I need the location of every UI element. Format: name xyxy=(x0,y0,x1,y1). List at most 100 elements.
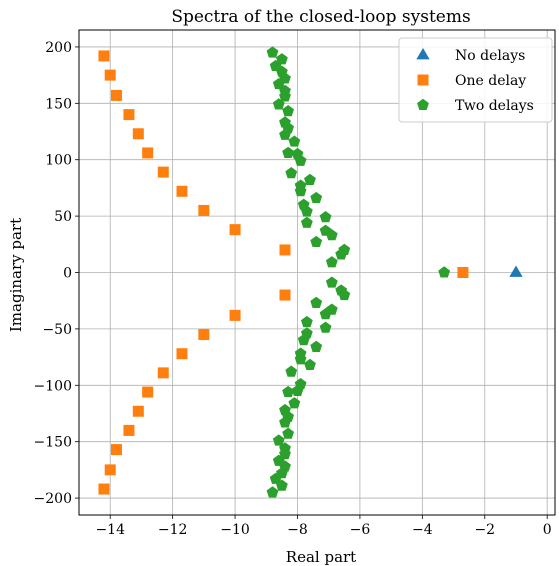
series-pentagon xyxy=(266,46,451,498)
x-tick-label: −10 xyxy=(220,522,250,538)
data-point-pentagon xyxy=(297,333,310,346)
y-tick-label: −200 xyxy=(34,491,72,507)
data-point-pentagon xyxy=(279,116,291,128)
x-tick-label: −14 xyxy=(95,522,125,538)
data-point-pentagon xyxy=(310,340,323,352)
data-point-pentagon xyxy=(294,179,307,191)
y-tick-label: 100 xyxy=(45,153,72,169)
series-layer xyxy=(98,46,523,498)
x-axis-label: Real part xyxy=(286,548,356,566)
y-tick-label: 50 xyxy=(54,209,72,225)
data-point-pentagon xyxy=(294,353,307,365)
legend-box xyxy=(398,37,553,123)
data-point-pentagon xyxy=(272,434,285,446)
data-point-pentagon xyxy=(272,98,285,110)
data-point-pentagon xyxy=(282,427,295,439)
data-point-triangle xyxy=(509,265,523,277)
data-point-square xyxy=(132,405,144,417)
data-point-square xyxy=(142,147,154,159)
data-point-pentagon xyxy=(304,358,316,370)
legend: No delays One delay Two delays xyxy=(398,37,553,123)
data-point-pentagon xyxy=(288,397,301,409)
data-point-pentagon xyxy=(300,315,313,328)
data-point-square xyxy=(457,267,469,278)
data-point-pentagon xyxy=(288,135,301,147)
data-point-pentagon xyxy=(319,224,332,236)
y-axis-label: Imaginary part xyxy=(7,218,25,332)
x-tick-label: −8 xyxy=(287,522,308,538)
data-point-square xyxy=(104,464,116,476)
data-point-pentagon xyxy=(266,46,279,58)
data-point-square xyxy=(104,69,116,81)
data-point-pentagon xyxy=(266,486,279,498)
data-point-square xyxy=(123,424,135,436)
data-point-pentagon xyxy=(304,173,316,186)
x-tick-label: −12 xyxy=(158,522,188,538)
data-point-pentagon xyxy=(279,128,291,140)
data-point-pentagon xyxy=(300,216,313,228)
x-tick-label: 0 xyxy=(543,522,552,538)
data-point-square xyxy=(176,348,188,360)
data-point-pentagon xyxy=(285,365,298,377)
data-point-square xyxy=(229,224,241,236)
data-point-pentagon xyxy=(319,211,332,223)
data-point-square xyxy=(279,244,291,256)
data-point-square xyxy=(176,185,188,197)
data-point-square xyxy=(110,444,122,456)
data-point-pentagon xyxy=(285,167,298,179)
y-tick-label: 200 xyxy=(45,40,72,56)
data-point-square xyxy=(132,128,144,140)
data-point-pentagon xyxy=(291,384,304,396)
data-point-pentagon xyxy=(335,284,348,296)
data-point-pentagon xyxy=(272,77,285,90)
data-point-pentagon xyxy=(291,147,304,160)
data-point-pentagon xyxy=(310,296,323,308)
data-point-square xyxy=(98,483,110,495)
x-tick-label: −6 xyxy=(350,522,371,538)
data-point-pentagon xyxy=(272,454,285,466)
series-triangle xyxy=(509,265,523,277)
axis-ticks: −14 −12 −10 −8 −6 −4 −2 0 −200 −150 −100 −50 0 50 100 1… xyxy=(34,40,552,538)
data-point-pentagon xyxy=(279,416,291,428)
legend-marker-pentagon xyxy=(417,98,429,111)
data-point-pentagon xyxy=(297,198,310,210)
data-point-square xyxy=(142,386,154,398)
data-point-pentagon xyxy=(282,385,295,398)
data-point-pentagon xyxy=(335,248,348,260)
data-point-pentagon xyxy=(275,53,288,65)
data-point-square xyxy=(198,329,210,341)
data-point-square xyxy=(98,50,110,62)
legend-label: No delays xyxy=(455,48,525,64)
legend-label: Two delays xyxy=(455,98,534,114)
y-tick-label: −150 xyxy=(34,435,72,451)
data-point-pentagon xyxy=(269,472,282,484)
data-point-pentagon xyxy=(325,276,338,288)
data-point-pentagon xyxy=(279,403,291,416)
y-tick-label: 150 xyxy=(45,96,72,112)
legend-label: One delay xyxy=(455,73,526,89)
chart-title: Spectra of the closed-loop systems xyxy=(171,7,470,27)
data-point-pentagon xyxy=(279,447,291,460)
y-tick-label: 0 xyxy=(63,266,72,282)
x-tick-label: −4 xyxy=(412,522,433,538)
data-point-square xyxy=(123,109,135,121)
legend-marker-triangle xyxy=(416,48,430,60)
legend-marker-square xyxy=(417,74,429,86)
data-point-square xyxy=(157,367,169,379)
data-point-pentagon xyxy=(319,321,332,333)
legend-entry: No delays xyxy=(416,48,525,64)
data-point-pentagon xyxy=(269,59,282,72)
data-point-pentagon xyxy=(319,308,332,320)
y-tick-label: −100 xyxy=(34,378,72,394)
legend-entry: Two delays xyxy=(417,98,534,114)
data-point-square xyxy=(279,289,291,301)
data-point-pentagon xyxy=(282,146,295,158)
data-point-pentagon xyxy=(310,191,323,204)
legend-entry: One delay xyxy=(417,73,526,89)
series-square xyxy=(98,50,469,495)
x-tick-label: −2 xyxy=(474,522,495,538)
data-point-pentagon xyxy=(438,266,451,278)
data-point-square xyxy=(229,309,241,321)
data-point-pentagon xyxy=(310,235,323,248)
